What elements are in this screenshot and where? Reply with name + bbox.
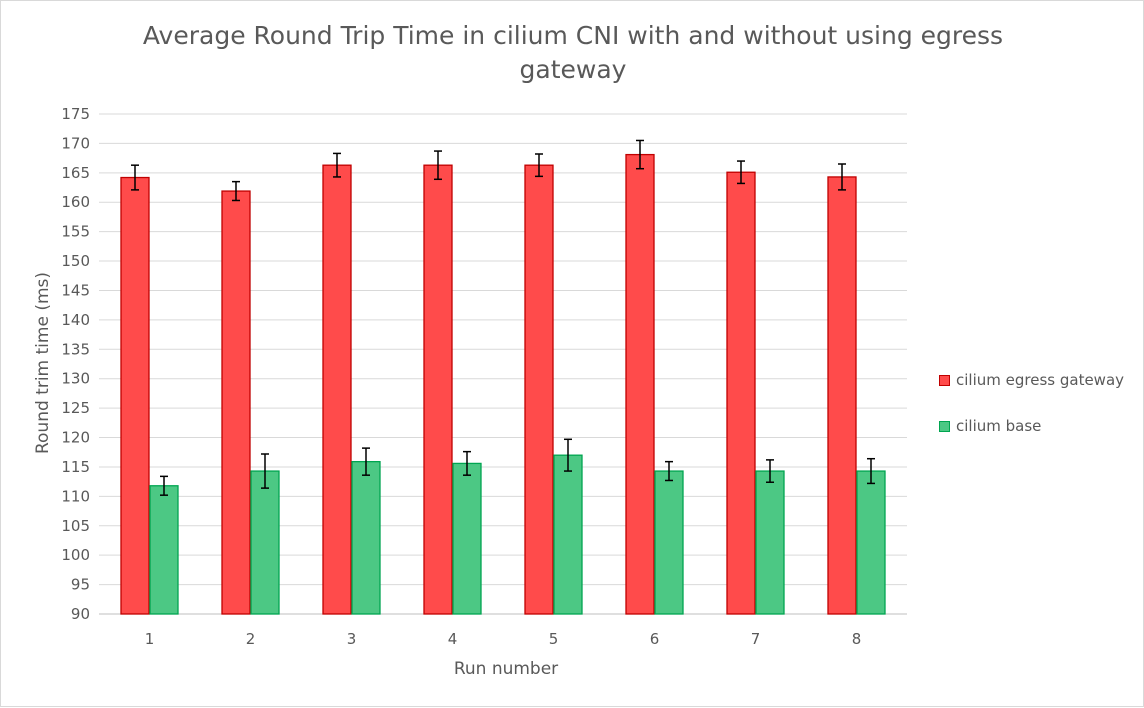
x-tick-label: 2 [246,630,256,648]
x-tick-label: 7 [751,630,761,648]
y-axis-label: Round trim time (ms) [33,272,53,454]
bar-egress-6 [625,153,655,615]
legend: cilium egress gateway cilium base [939,369,1124,461]
y-tick-label: 145 [61,281,90,299]
legend-item-egress: cilium egress gateway [939,369,1124,391]
bar-base-5 [553,454,583,615]
bar-egress-4 [423,164,453,615]
bar-base-4 [452,462,482,615]
x-axis-label: Run number [454,659,558,679]
x-tick-label: 3 [347,630,357,648]
y-tick-label: 165 [61,164,90,182]
legend-swatch-egress [939,374,950,386]
y-tick-label: 135 [61,340,90,358]
y-tick-label: 90 [71,605,90,623]
bar-base-6 [654,470,684,615]
chart-title: Average Round Trip Time in cilium CNI wi… [142,21,1004,84]
bar-base-8 [856,470,886,615]
bar-egress-2 [221,190,251,615]
x-tick-label: 1 [145,630,155,648]
y-tick-label: 170 [61,134,90,152]
bar-egress-8 [827,176,857,615]
y-tick-label: 160 [61,193,90,211]
x-tick-label: 8 [852,630,862,648]
bar-base-7 [755,470,785,615]
bar-base-1 [149,485,179,615]
bar-egress-3 [322,164,352,615]
y-tick-label: 155 [61,223,90,241]
y-tick-label: 110 [61,487,90,505]
bar-egress-5 [524,164,554,615]
y-tick-label: 100 [61,546,90,564]
legend-swatch-base [939,420,950,432]
bar-base-3 [351,460,381,615]
bar-base-2 [250,470,280,615]
y-tick-label: 125 [61,399,90,417]
y-tick-label: 115 [61,458,90,476]
x-tick-label: 4 [448,630,458,648]
x-tick-label: 6 [650,630,660,648]
y-tick-label: 120 [61,429,90,447]
bar-egress-1 [120,176,150,615]
y-tick-label: 130 [61,370,90,388]
y-tick-label: 105 [61,517,90,535]
y-tick-label: 175 [61,105,90,123]
bar-egress-7 [726,171,756,615]
legend-label-base: cilium base [956,417,1042,435]
y-tick-label: 140 [61,311,90,329]
y-tick-label: 95 [71,576,90,594]
legend-item-base: cilium base [939,415,1124,437]
legend-label-egress: cilium egress gateway [956,371,1125,389]
y-tick-label: 150 [61,252,90,270]
x-tick-label: 5 [549,630,559,648]
